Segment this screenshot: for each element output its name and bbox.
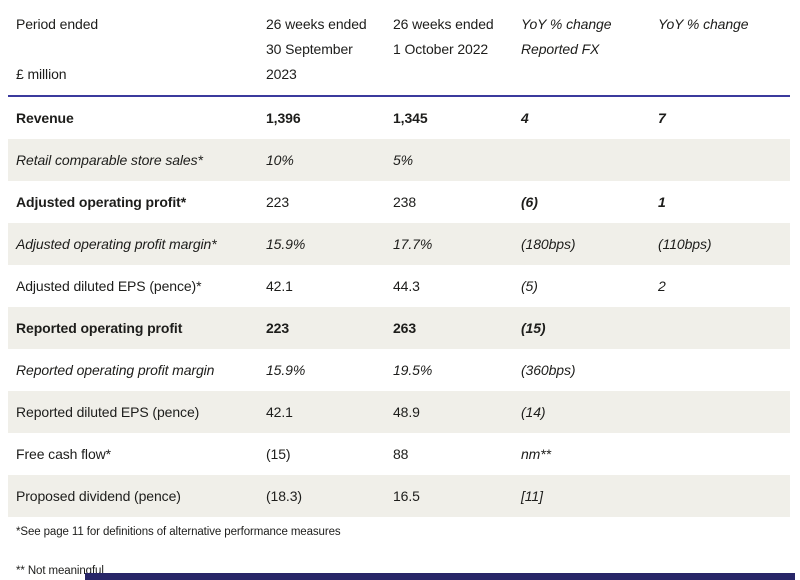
table-body: Revenue 1,396 1,345 4 7 Retail comparable sto… xyxy=(8,97,790,517)
value-cell: 48.9 xyxy=(393,404,420,420)
value-cell: 42.1 xyxy=(266,404,293,420)
yoy-value-cell: (5) xyxy=(521,278,538,294)
header-yoy-change-line1: YoY % change xyxy=(658,16,749,32)
yoy-value-cell: 4 xyxy=(521,110,529,126)
header-prior-period-line1: 26 weeks ended xyxy=(393,16,494,32)
table-row: Reported operating profit 223 263 (15) xyxy=(8,307,790,349)
header-current-period-line1: 26 weeks ended xyxy=(266,16,367,32)
value-cell: 19.5% xyxy=(393,362,433,378)
footnote-apm-definitions: *See page 11 for definitions of alternat… xyxy=(16,526,341,538)
table-row: Adjusted operating profit margin* 15.9% 17… xyxy=(8,223,790,265)
value-cell: 238 xyxy=(393,194,417,210)
header-prior-period: 26 weeks ended 1 October 2022 xyxy=(385,12,513,87)
yoy-value-cell: (15) xyxy=(521,320,546,336)
yoy-value-cell: 2 xyxy=(658,278,666,294)
footnote-not-meaningful: ** Not meaningful xyxy=(16,565,104,577)
table-row: Free cash flow* (15) 88 nm** xyxy=(8,433,790,475)
value-cell: 17.7% xyxy=(393,236,433,252)
value-cell: 44.3 xyxy=(393,278,420,294)
yoy-value-cell: 7 xyxy=(658,110,666,126)
table-row: Reported diluted EPS (pence) 42.1 48.9 (14) xyxy=(8,391,790,433)
value-cell: 5% xyxy=(393,152,414,168)
row-label: Reported diluted EPS (pence) xyxy=(16,404,200,420)
row-label: Adjusted operating profit* xyxy=(16,194,187,210)
table-row: Retail comparable store sales* 10% 5% xyxy=(8,139,790,181)
header-current-period-line3: 2023 xyxy=(266,66,297,82)
header-yoy-reported-line2: Reported FX xyxy=(521,41,600,57)
yoy-value-cell: (360bps) xyxy=(521,362,576,378)
header-current-period-line2: 30 September xyxy=(266,41,353,57)
row-label: Reported operating profit margin xyxy=(16,362,215,378)
value-cell: 15.9% xyxy=(266,362,306,378)
value-cell: 1,345 xyxy=(393,110,428,126)
value-cell: (18.3) xyxy=(266,488,302,504)
row-label: Free cash flow* xyxy=(16,446,111,462)
value-cell: (15) xyxy=(266,446,291,462)
row-label: Adjusted diluted EPS (pence)* xyxy=(16,278,202,294)
value-cell: 16.5 xyxy=(393,488,420,504)
value-cell: 42.1 xyxy=(266,278,293,294)
yoy-value-cell: (14) xyxy=(521,404,546,420)
value-cell: 223 xyxy=(266,194,290,210)
yoy-value-cell: (6) xyxy=(521,194,538,210)
table-row: Revenue 1,396 1,345 4 7 xyxy=(8,97,790,139)
footer-bar xyxy=(85,573,795,580)
row-label: Proposed dividend (pence) xyxy=(16,488,181,504)
value-cell: 223 xyxy=(266,320,290,336)
value-cell: 263 xyxy=(393,320,417,336)
yoy-value-cell: (180bps) xyxy=(521,236,576,252)
header-current-period: 26 weeks ended 30 September 2023 xyxy=(258,12,385,87)
yoy-value-cell: 1 xyxy=(658,194,666,210)
row-label: Reported operating profit xyxy=(16,320,183,336)
header-period-ended-label: Period ended xyxy=(16,16,99,32)
header-yoy-reported-line1: YoY % change xyxy=(521,16,612,32)
table-row: Reported operating profit margin 15.9% 19.… xyxy=(8,349,790,391)
table-row: Adjusted diluted EPS (pence)* 42.1 44.3 (5)… xyxy=(8,265,790,307)
row-label: Revenue xyxy=(16,110,74,126)
value-cell: 1,396 xyxy=(266,110,301,126)
header-yoy-reported-fx: YoY % change Reported FX xyxy=(513,12,650,87)
header-gbp-million-label: £ million xyxy=(16,66,67,82)
header-yoy-change: YoY % change xyxy=(650,12,790,87)
table-row: Proposed dividend (pence) (18.3) 16.5 [11] xyxy=(8,475,790,517)
header-prior-period-line2: 1 October 2022 xyxy=(393,41,489,57)
value-cell: 15.9% xyxy=(266,236,306,252)
value-cell: 10% xyxy=(266,152,294,168)
header-period-ended: Period ended £ million xyxy=(8,12,258,87)
value-cell: 88 xyxy=(393,446,409,462)
yoy-value-cell: nm** xyxy=(521,446,551,462)
yoy-value-cell: (110bps) xyxy=(658,236,712,252)
table-header: Period ended £ million 26 weeks ended 30… xyxy=(8,0,790,97)
row-label: Retail comparable store sales* xyxy=(16,152,203,168)
financial-highlights-table: Period ended £ million 26 weeks ended 30… xyxy=(8,0,790,517)
yoy-value-cell: [11] xyxy=(521,488,543,504)
table-row: Adjusted operating profit* 223 238 (6) 1 xyxy=(8,181,790,223)
row-label: Adjusted operating profit margin* xyxy=(16,236,217,252)
